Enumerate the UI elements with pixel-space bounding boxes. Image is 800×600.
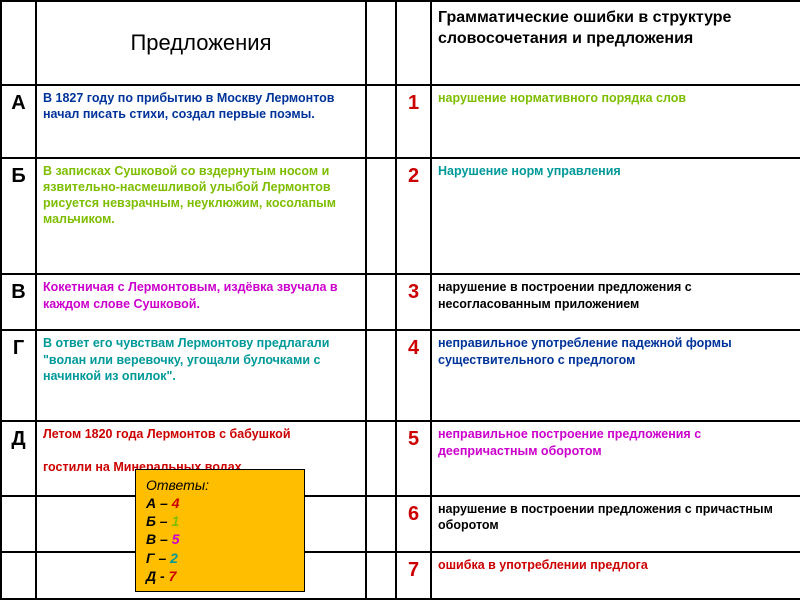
answer-a: А – 4 — [146, 494, 294, 512]
answers-box: Ответы: А – 4 Б – 1 В – 5 Г – 2 Д - 7 — [135, 469, 305, 592]
letter-v: В — [1, 274, 36, 330]
num-6: 6 — [396, 496, 431, 552]
error-1: нарушение нормативного порядка слов — [431, 85, 800, 157]
num-7: 7 — [396, 552, 431, 599]
error-5: неправильное построение предложения с де… — [431, 421, 800, 496]
sentence-g: В ответ его чувствам Лермонтову предлага… — [36, 330, 366, 421]
sentence-a: В 1827 году по прибытию в Москву Лермонт… — [36, 85, 366, 157]
answers-title: Ответы: — [146, 476, 294, 494]
letter-a: А — [1, 85, 36, 157]
error-2: Нарушение норм управления — [431, 158, 800, 275]
letter-g: Г — [1, 330, 36, 421]
num-3: 3 — [396, 274, 431, 330]
num-2: 2 — [396, 158, 431, 275]
grammar-table: Предложения Грамматические ошибки в стру… — [0, 0, 800, 600]
sentence-v: Кокетничая с Лермонтовым, издёвка звучал… — [36, 274, 366, 330]
letter-d: Д — [1, 421, 36, 496]
answer-v: В – 5 — [146, 530, 294, 548]
header-right: Грамматические ошибки в структуре словос… — [431, 1, 800, 85]
error-3: нарушение в построении предложения с нес… — [431, 274, 800, 330]
error-4: неправильное употребление падежной формы… — [431, 330, 800, 421]
letter-b: Б — [1, 158, 36, 275]
answer-d: Д - 7 — [146, 567, 294, 585]
header-left: Предложения — [36, 1, 366, 85]
error-7: ошибка в употреблении предлога — [431, 552, 800, 599]
num-4: 4 — [396, 330, 431, 421]
num-5: 5 — [396, 421, 431, 496]
error-6: нарушение в построении предложения с при… — [431, 496, 800, 552]
answer-b: Б – 1 — [146, 512, 294, 530]
num-1: 1 — [396, 85, 431, 157]
sentence-b: В записках Сушковой со вздернутым носом … — [36, 158, 366, 275]
answer-g: Г – 2 — [146, 549, 294, 567]
